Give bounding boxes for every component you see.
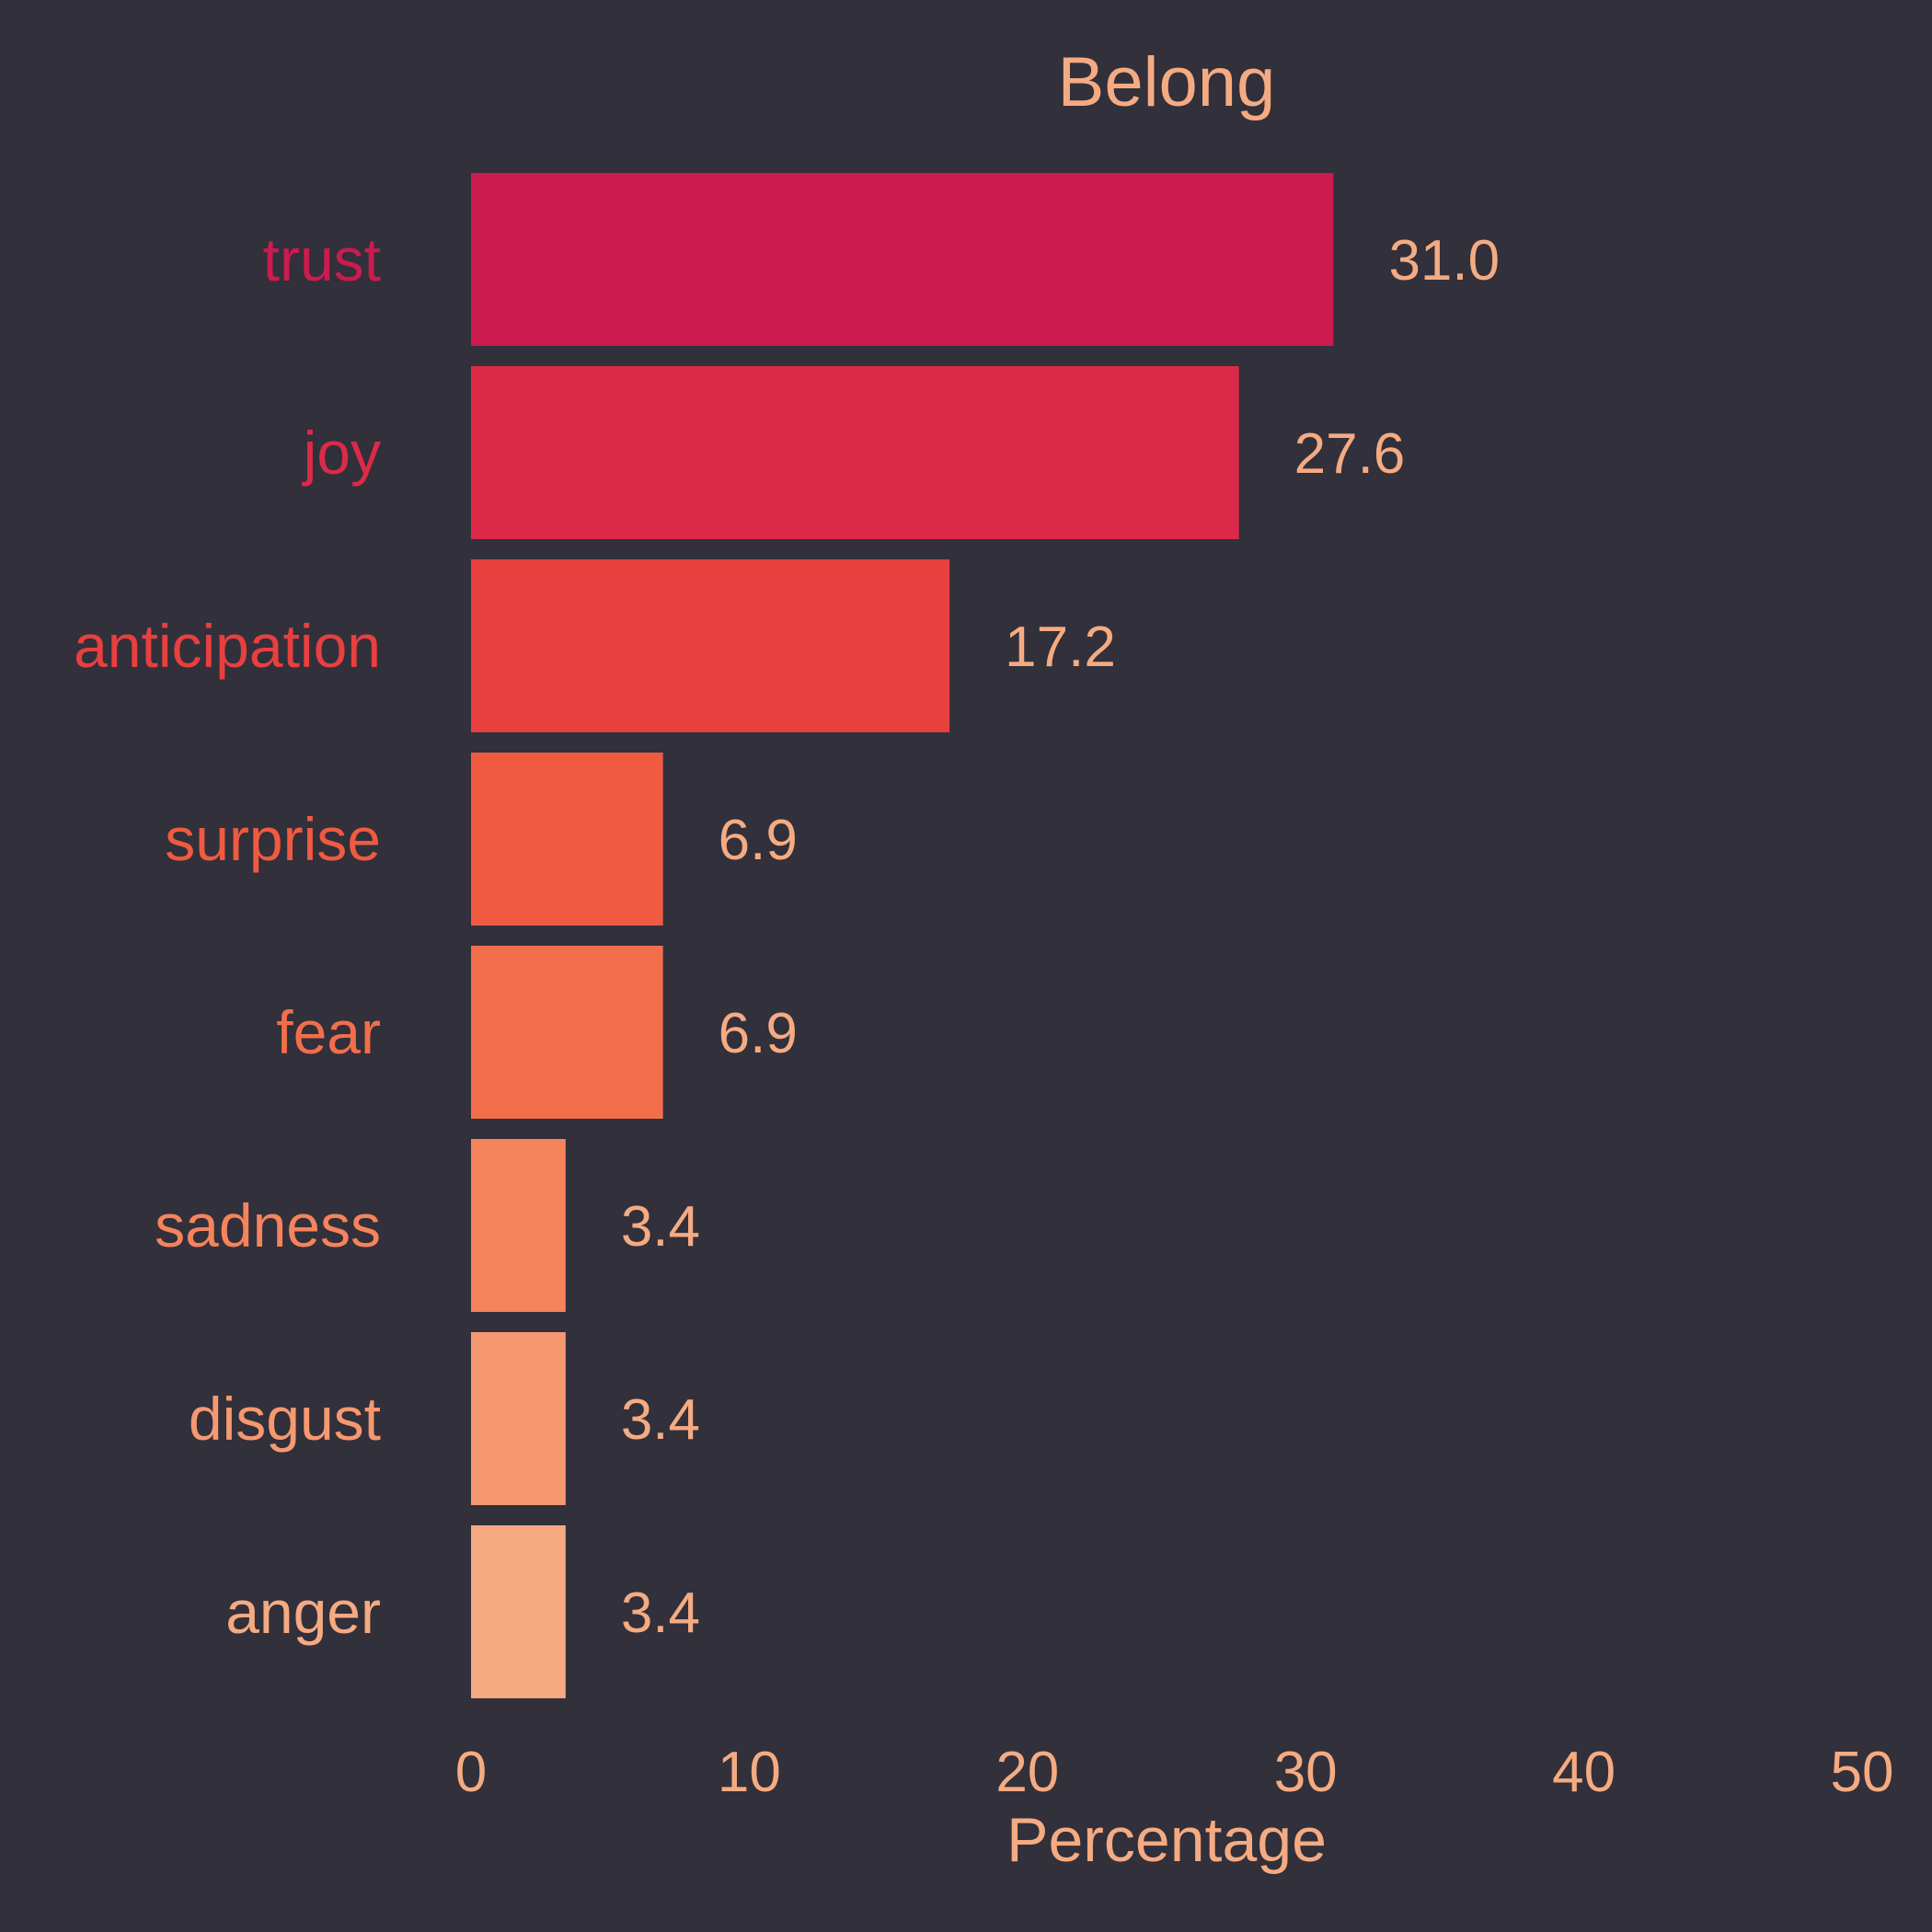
bar-trust xyxy=(471,173,1334,346)
category-label-disgust: disgust xyxy=(189,1385,381,1453)
category-label-fear: fear xyxy=(276,998,381,1066)
value-label-disgust: 3.4 xyxy=(621,1388,700,1452)
category-labels: trust joy anticipation surprise fear sadness d… xyxy=(74,225,381,1646)
category-label-joy: joy xyxy=(302,419,381,487)
category-label-anticipation: anticipation xyxy=(74,612,381,680)
category-label-anger: anger xyxy=(225,1578,381,1646)
category-label-sadness: sadness xyxy=(155,1191,381,1259)
value-labels: 31.0 27.6 17.2 6.9 6.9 3.4 3.4 3.4 xyxy=(621,229,1500,1645)
x-tick-label-30: 30 xyxy=(1274,1741,1338,1804)
bar-anger xyxy=(471,1525,566,1698)
value-label-anticipation: 17.2 xyxy=(1005,615,1116,679)
value-label-sadness: 3.4 xyxy=(621,1195,700,1259)
bar-disgust xyxy=(471,1332,566,1505)
x-tick-label-40: 40 xyxy=(1552,1741,1616,1804)
x-axis-title: Percentage xyxy=(1006,1805,1327,1875)
bars-group xyxy=(471,173,1334,1698)
x-tick-label-10: 10 xyxy=(718,1741,781,1804)
x-tick-label-20: 20 xyxy=(995,1741,1059,1804)
value-label-fear: 6.9 xyxy=(719,1002,798,1065)
bar-sadness xyxy=(471,1139,566,1312)
x-tick-label-0: 0 xyxy=(455,1741,487,1804)
x-tick-label-50: 50 xyxy=(1831,1741,1894,1804)
x-axis-ticks: 0 10 20 30 40 50 xyxy=(455,1741,1894,1804)
value-label-surprise: 6.9 xyxy=(719,809,798,872)
value-label-anger: 3.4 xyxy=(621,1581,700,1645)
value-label-trust: 31.0 xyxy=(1388,229,1500,293)
bar-joy xyxy=(471,366,1239,539)
category-label-trust: trust xyxy=(263,225,381,293)
bar-anticipation xyxy=(471,559,950,732)
value-label-joy: 27.6 xyxy=(1294,422,1406,486)
bar-surprise xyxy=(471,753,663,926)
bar-fear xyxy=(471,946,663,1119)
category-label-surprise: surprise xyxy=(165,805,381,873)
chart-title: Belong xyxy=(1058,43,1276,121)
